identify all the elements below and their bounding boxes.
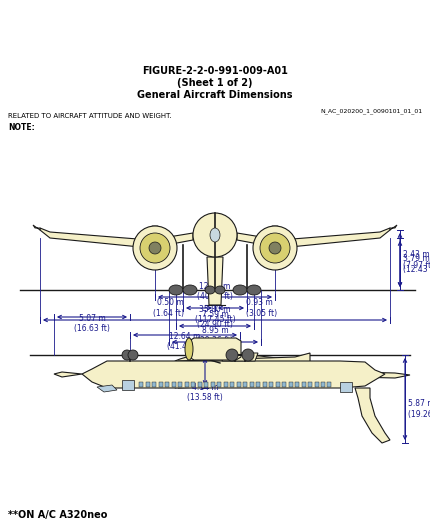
Ellipse shape (183, 285, 197, 295)
Polygon shape (237, 228, 389, 248)
Bar (139, 382, 143, 387)
Text: NOTE:: NOTE: (8, 123, 35, 132)
Bar (210, 382, 214, 387)
Polygon shape (152, 226, 158, 240)
Bar (327, 382, 331, 387)
Circle shape (193, 213, 237, 257)
Text: 3.79 m
(12.43 ft): 3.79 m (12.43 ft) (402, 254, 430, 274)
Polygon shape (175, 353, 289, 388)
Circle shape (133, 226, 177, 270)
Bar (243, 382, 247, 387)
Circle shape (128, 350, 138, 360)
Text: (Sheet 1 of 2): (Sheet 1 of 2) (177, 78, 252, 88)
Polygon shape (271, 226, 277, 240)
Bar (172, 382, 175, 387)
Bar (249, 382, 253, 387)
Bar (217, 382, 221, 387)
Bar (255, 382, 260, 387)
Polygon shape (178, 353, 309, 388)
Circle shape (241, 349, 253, 361)
Text: 7.59 m
(24.90 ft): 7.59 m (24.90 ft) (197, 310, 232, 329)
Circle shape (140, 233, 169, 263)
Text: 0.50 m
(1.64 ft): 0.50 m (1.64 ft) (153, 298, 184, 318)
Text: **ON A/C A320neo: **ON A/C A320neo (8, 510, 107, 520)
Bar (178, 382, 182, 387)
Bar (282, 382, 286, 387)
Polygon shape (82, 361, 384, 388)
Polygon shape (349, 372, 409, 378)
Polygon shape (33, 225, 40, 230)
Bar (184, 382, 188, 387)
Text: 8.95 m
(29.36 ft): 8.95 m (29.36 ft) (197, 326, 232, 345)
Bar (262, 382, 266, 387)
Bar (122, 380, 134, 390)
Text: RELATED TO AIRCRAFT ATTITUDE AND WEIGHT.: RELATED TO AIRCRAFT ATTITUDE AND WEIGHT. (8, 113, 171, 119)
Bar (152, 382, 156, 387)
Text: 4.14 m
(13.58 ft): 4.14 m (13.58 ft) (187, 383, 222, 402)
Text: N_AC_020200_1_0090101_01_01: N_AC_020200_1_0090101_01_01 (320, 108, 422, 114)
Text: 2.43 m
(7.97 ft): 2.43 m (7.97 ft) (402, 251, 430, 270)
Ellipse shape (205, 286, 215, 294)
Bar (230, 382, 234, 387)
Circle shape (268, 242, 280, 254)
Text: 35.80 m
(117.45 ft): 35.80 m (117.45 ft) (194, 305, 235, 324)
Ellipse shape (169, 285, 183, 295)
Bar (236, 382, 240, 387)
Circle shape (149, 242, 161, 254)
Text: 0.93 m
(3.05 ft): 0.93 m (3.05 ft) (246, 298, 276, 318)
Text: 12.45 m
(40.85 ft): 12.45 m (40.85 ft) (197, 281, 232, 301)
Bar (275, 382, 279, 387)
Polygon shape (40, 228, 193, 248)
Bar (339, 382, 351, 392)
Circle shape (122, 350, 132, 360)
Ellipse shape (184, 338, 193, 360)
Text: 5.07 m
(16.63 ft): 5.07 m (16.63 ft) (74, 314, 110, 334)
Polygon shape (54, 372, 82, 377)
Bar (295, 382, 298, 387)
Bar (191, 382, 195, 387)
Ellipse shape (233, 285, 246, 295)
Bar (301, 382, 305, 387)
Text: 5.87 m
(19.26 ft): 5.87 m (19.26 ft) (407, 399, 430, 419)
Circle shape (252, 226, 296, 270)
Text: FIGURE-2-2-0-991-009-A01: FIGURE-2-2-0-991-009-A01 (142, 66, 287, 76)
Bar (268, 382, 273, 387)
Bar (307, 382, 311, 387)
Bar (288, 382, 292, 387)
Circle shape (225, 349, 237, 361)
Bar (204, 382, 208, 387)
Text: 12.64 m
(41.47 ft): 12.64 m (41.47 ft) (167, 332, 203, 351)
Ellipse shape (246, 285, 261, 295)
Polygon shape (221, 353, 258, 361)
Ellipse shape (215, 286, 224, 294)
Bar (159, 382, 163, 387)
Polygon shape (389, 225, 396, 230)
Bar (223, 382, 227, 387)
Polygon shape (189, 338, 240, 360)
Bar (320, 382, 324, 387)
Polygon shape (206, 257, 222, 305)
Bar (314, 382, 318, 387)
Bar (165, 382, 169, 387)
Ellipse shape (209, 228, 219, 242)
Bar (146, 382, 150, 387)
Polygon shape (354, 388, 389, 443)
Text: General Aircraft Dimensions: General Aircraft Dimensions (137, 90, 292, 100)
Polygon shape (97, 385, 117, 392)
Circle shape (259, 233, 289, 263)
Bar (197, 382, 201, 387)
